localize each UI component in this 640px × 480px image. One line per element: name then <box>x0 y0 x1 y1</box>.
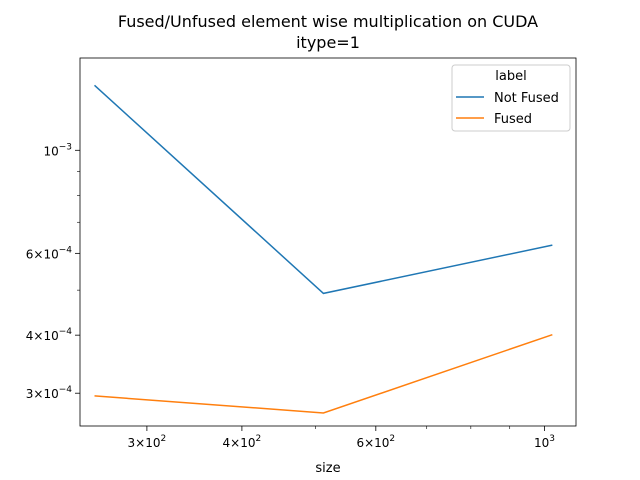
chart-title: Fused/Unfused element wise multiplicatio… <box>118 12 538 31</box>
legend-title: label <box>495 69 526 84</box>
legend-box <box>451 64 571 132</box>
series-line-fused <box>94 333 553 414</box>
series-line-not-fused <box>94 84 553 295</box>
y-tick-label: 4×10−4 <box>26 327 73 343</box>
plot-area <box>94 84 553 414</box>
axes-frame <box>79 57 577 427</box>
y-tick-label: 6×10−4 <box>26 245 73 261</box>
chart-subtitle: itype=1 <box>296 33 360 52</box>
x-tick-label: 3×102 <box>128 434 167 450</box>
y-tick-label: 10−3 <box>43 142 72 158</box>
x-tick-label: 6×102 <box>356 434 395 450</box>
y-tick-label: 3×10−4 <box>26 385 73 401</box>
axis-ticks: 3×102 4×102 6×102 103 3×10−4 4×10−4 6×10−4 10−3 <box>26 142 555 450</box>
x-tick-label: 103 <box>534 434 555 450</box>
legend-label-not-fused: Not Fused <box>494 91 559 106</box>
x-tick-label: 4×102 <box>223 434 262 450</box>
legend: label Not Fused Fused <box>451 64 571 132</box>
x-axis-label: size <box>315 461 340 476</box>
legend-label-fused: Fused <box>494 112 532 127</box>
